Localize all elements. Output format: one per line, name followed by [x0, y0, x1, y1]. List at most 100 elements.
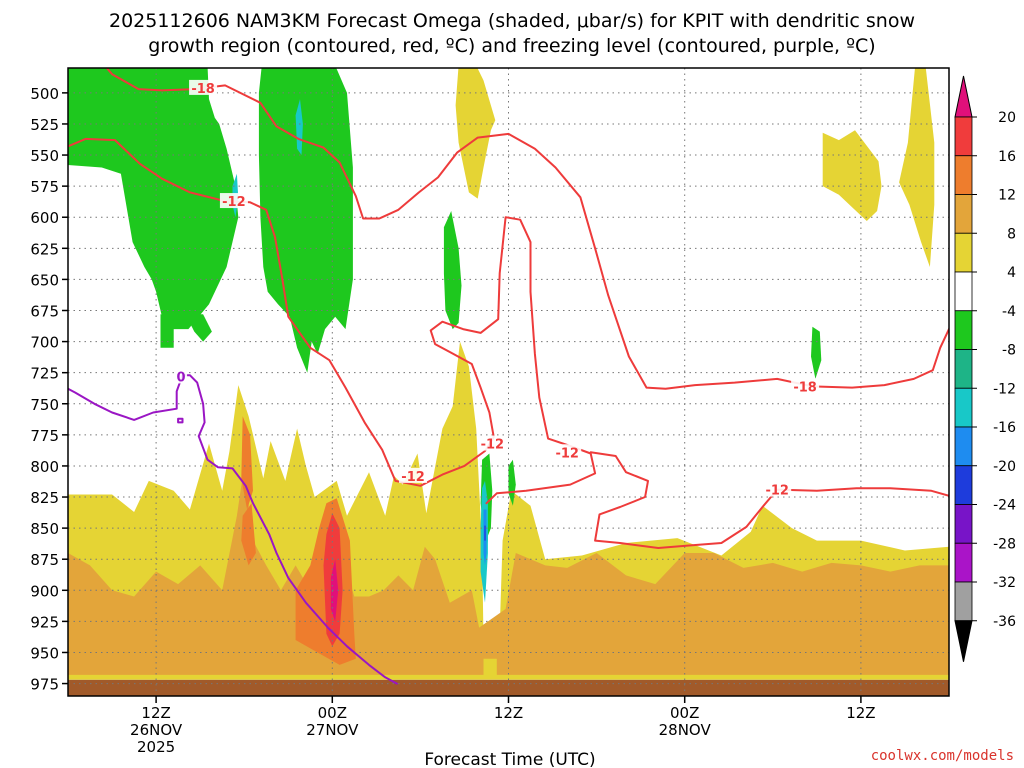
- colorbar-label-6: -8: [1002, 343, 1016, 359]
- colorbar-box-5: [954, 271, 973, 312]
- contour-label-bg: [763, 481, 792, 497]
- x-tick-label-24-line-0: 00Z: [318, 704, 347, 722]
- colorbar-box-12: [954, 542, 973, 583]
- y-tick-label-875: 875: [30, 551, 59, 569]
- x-tick-label-48-line-1: 28NOV: [659, 721, 712, 739]
- y-tick-label-700: 700: [30, 334, 59, 352]
- omega-region-5: [241, 416, 253, 510]
- y-tick-label-750: 750: [30, 396, 59, 414]
- omega-region-16: [508, 459, 516, 506]
- y-axis: 500 525 550 575 600 625 650 675 700 725 750 775 800 8…: [30, 85, 68, 694]
- red-contour-upper-minus12: [68, 137, 597, 505]
- contour-label-text: -12: [555, 446, 579, 461]
- grid-layer: [68, 68, 949, 696]
- y-tick-label-575: 575: [30, 178, 59, 196]
- colorbar-label-13: -36: [993, 614, 1016, 630]
- y-tick-label-675: 675: [30, 302, 59, 320]
- contour-label-bg: [791, 378, 820, 394]
- y-tick-label-500: 500: [30, 85, 59, 103]
- omega-region-2: [899, 68, 935, 267]
- colorbar-box-13: [954, 581, 973, 622]
- chart-title-line-2: growth region (contoured, red, ºC) and f…: [148, 35, 875, 57]
- colorbar-box-3: [954, 194, 973, 234]
- y-tick-label-925: 925: [30, 613, 59, 631]
- y-tick-label-775: 775: [30, 427, 59, 445]
- purple-contour-blob: [177, 417, 184, 424]
- colorbar-box-7: [954, 349, 973, 389]
- contour-label-7: -12: [763, 481, 792, 499]
- contour-label-bg: [553, 444, 582, 460]
- colorbar-box-11: [954, 504, 973, 544]
- colorbar-label-9: -20: [993, 459, 1016, 475]
- x-tick-label-36-line-0: 12Z: [494, 704, 523, 722]
- contour-label-text: 0: [177, 370, 186, 385]
- y-tick-label-600: 600: [30, 209, 59, 227]
- omega-region-3: [822, 130, 882, 221]
- purple-contour-0: [68, 374, 398, 685]
- colorbar-label-4: 4: [1007, 265, 1016, 281]
- omega-region-1: [455, 68, 496, 199]
- colorbar-label-7: -12: [993, 381, 1016, 397]
- contour-label-bg: [219, 193, 248, 209]
- colorbar-box-1: [954, 116, 973, 157]
- contour-label-text: -18: [191, 82, 215, 97]
- red-contour-lower-minus12: [589, 451, 949, 549]
- colorbar-box-6: [954, 310, 973, 350]
- omega-region-11: [160, 314, 174, 348]
- y-tick-label-975: 975: [30, 676, 59, 694]
- contour-label-layer: -18 -12 0 -12 -12 -12 -18 -12: [175, 79, 820, 499]
- x-tick-label-12-line-0: 12Z: [141, 704, 170, 722]
- colorbar-arrow-bottom: [954, 620, 973, 662]
- contour-label-text: -12: [481, 438, 505, 453]
- colorbar: 20 16 12 8 4 -4 -8 -12 -16 -20 -24 -28 -32 -36: [954, 75, 1016, 662]
- y-tick-label-650: 650: [30, 271, 59, 289]
- colorbar-box-4: [954, 232, 973, 273]
- contour-label-text: -18: [793, 380, 817, 395]
- omega-region-23: [484, 525, 486, 541]
- x-tick-label-12-line-1: 26NOV: [130, 721, 183, 739]
- y-tick-label-850: 850: [30, 520, 59, 538]
- y-tick-label-950: 950: [30, 644, 59, 662]
- y-tick-label-825: 825: [30, 489, 59, 507]
- colorbar-label-12: -32: [993, 575, 1016, 591]
- omega-region-17: [811, 326, 822, 379]
- colorbar-arrow-top: [954, 75, 973, 118]
- colorbar-label-1: 16: [998, 149, 1016, 165]
- colorbar-label-3: 8: [1007, 226, 1016, 242]
- contour-label-text: -12: [765, 484, 789, 499]
- contour-label-4: -12: [478, 435, 507, 453]
- colorbar-label-5: -4: [1002, 304, 1016, 320]
- colorbar-label-0: 20: [998, 110, 1016, 126]
- omega-region-6: [241, 503, 256, 566]
- colorbar-label-10: -24: [993, 498, 1016, 514]
- omega-region-10: [68, 68, 239, 330]
- contour-label-5: -12: [553, 444, 582, 461]
- omega-region-12: [185, 314, 212, 342]
- omega-shading-layer: [68, 68, 949, 680]
- x-tick-label-60-line-0: 12Z: [846, 704, 875, 722]
- y-tick-label-525: 525: [30, 116, 59, 134]
- contour-label-text: -12: [222, 195, 246, 210]
- y-tick-label-625: 625: [30, 240, 59, 258]
- omega-region-13: [258, 68, 353, 373]
- contour-label-bg: [175, 368, 188, 384]
- ground-surface: [68, 679, 949, 696]
- contour-label-2: 0: [175, 368, 188, 385]
- y-tick-label-800: 800: [30, 458, 59, 476]
- contour-label-bg: [399, 467, 428, 483]
- contour-label-1: -12: [219, 193, 248, 210]
- colorbar-box-2: [954, 155, 973, 195]
- y-tick-label-550: 550: [30, 147, 59, 165]
- colorbar-box-9: [954, 426, 973, 467]
- contour-label-0: -18: [189, 79, 218, 97]
- colorbar-box-8: [954, 387, 973, 428]
- ground-layer: [68, 679, 949, 696]
- colorbar-label-8: -16: [993, 420, 1016, 436]
- contour-label-3: -12: [399, 467, 428, 485]
- chart-title-line-1: 2025112606 NAM3KM Forecast Omega (shaded…: [109, 10, 915, 32]
- y-tick-label-725: 725: [30, 365, 59, 383]
- omega-region-14: [443, 211, 462, 330]
- omega-region-4: [68, 465, 949, 675]
